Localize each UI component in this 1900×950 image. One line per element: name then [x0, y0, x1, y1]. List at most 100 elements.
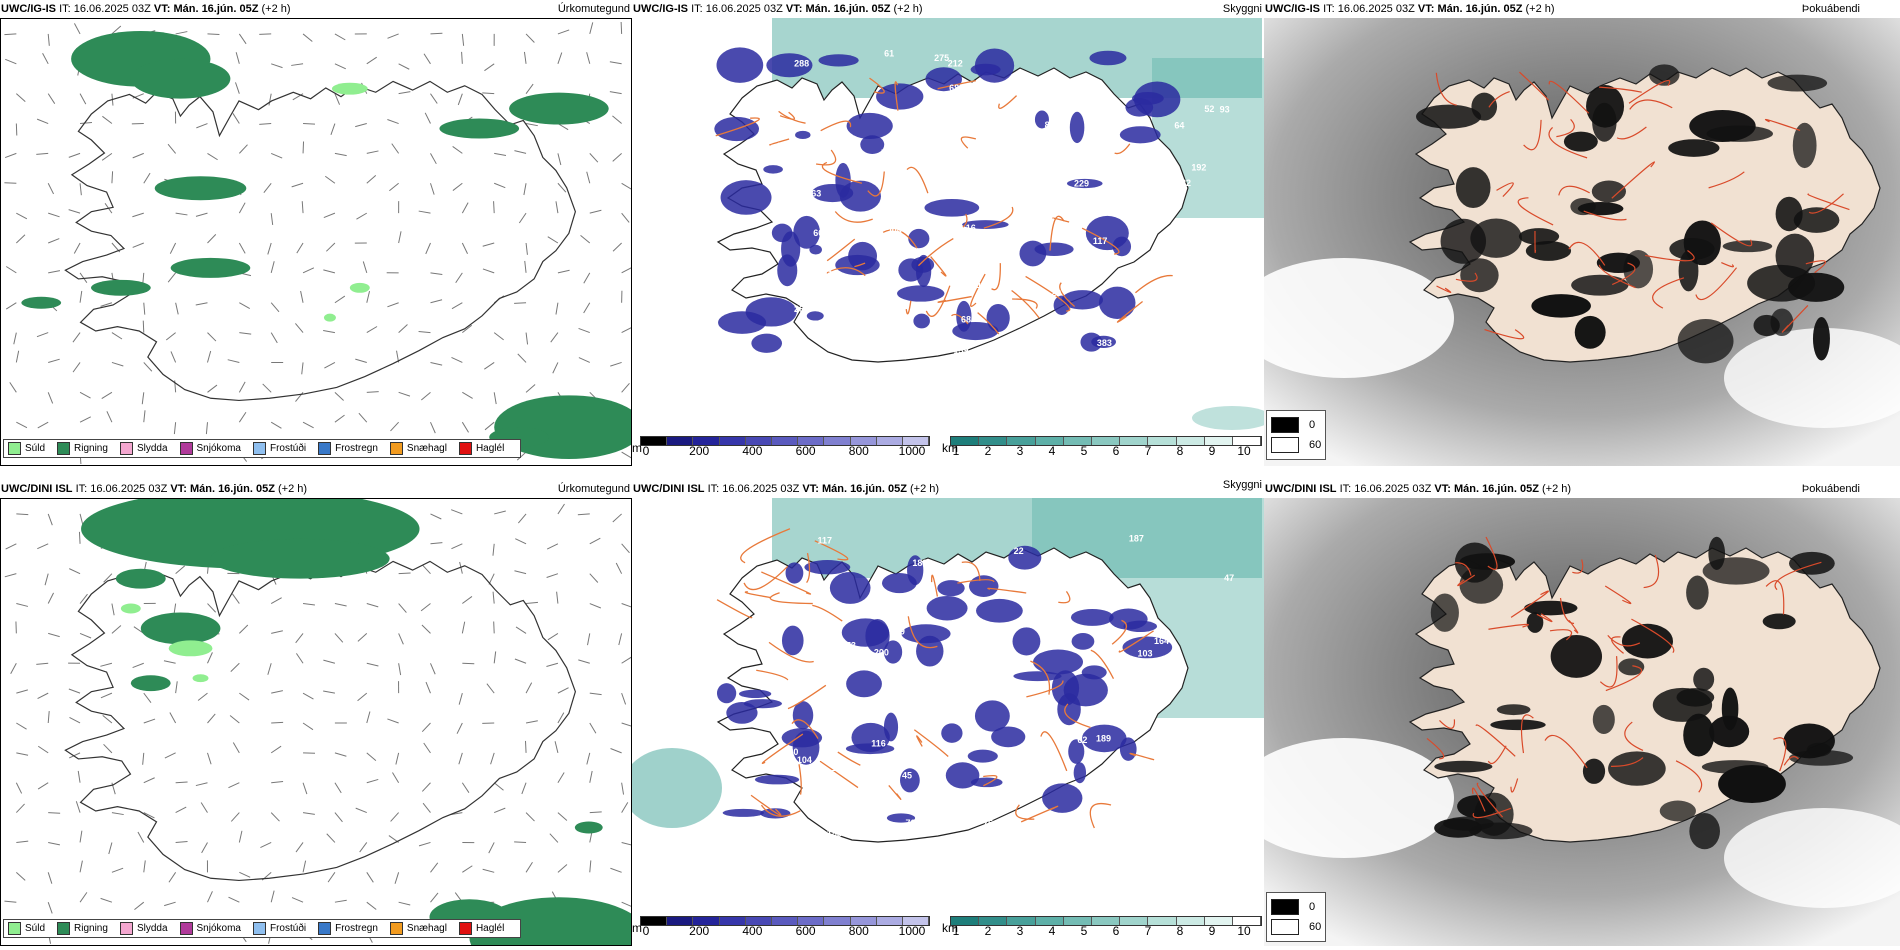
cloud-base-label: 163: [1137, 738, 1152, 748]
low-cloud-area: [881, 572, 917, 594]
colorbar-unit: m: [632, 441, 642, 455]
fog-area: [1416, 104, 1482, 129]
cloud-base-label: 16: [966, 223, 976, 233]
fog-area: [1747, 264, 1816, 302]
fog-area: [1582, 758, 1606, 784]
colorbar-bin: [1063, 917, 1092, 925]
colorbar-tick: 1: [952, 444, 960, 458]
fog-area: [1706, 125, 1773, 142]
cloud-base-label: 50: [1095, 599, 1105, 609]
cloud-base-label: 66: [813, 228, 823, 238]
low-cloud-area: [969, 575, 999, 598]
colorbar-bin: [745, 437, 772, 445]
cloud-base-label: 156: [1146, 312, 1161, 322]
low-cloud-area: [883, 640, 903, 664]
precip-type-map: [0, 18, 632, 466]
colorbar-tick: 2: [984, 924, 992, 938]
low-cloud-area: [1012, 627, 1041, 656]
low-cloud-area: [726, 701, 758, 724]
rain-area: [130, 675, 171, 692]
colorbar-tick: 10: [1237, 444, 1251, 458]
panel-header: UWC/DINI ISL IT: 16.06.2025 03Z VT: Mán.…: [0, 480, 632, 498]
legend-item: Haglél: [458, 922, 504, 935]
low-cloud-area: [860, 135, 885, 155]
low-cloud-area: [754, 774, 800, 785]
cloud-base-label: 64: [777, 141, 787, 151]
legend-item: Slydda: [119, 442, 168, 455]
colorbar-bin: [1035, 917, 1064, 925]
legend-label: Snæhagl: [406, 443, 447, 454]
cloud-base-label: 155: [866, 229, 881, 239]
legend-label: Rigning: [74, 923, 108, 934]
colorbar-bin: [641, 437, 668, 445]
cloud-base-label: 111: [819, 269, 833, 279]
low-cloud-area: [1081, 724, 1127, 753]
colorbar-tick: 1000: [898, 924, 926, 938]
cloud-base-label: 89: [972, 731, 982, 741]
colorbar-bin: [1007, 437, 1036, 445]
low-cloud-area: [806, 311, 824, 321]
fog-area: [1496, 704, 1531, 716]
colorbar-bin: [1176, 437, 1205, 445]
legend-swatch: [1271, 417, 1299, 433]
cloud-base-label: 164: [1154, 636, 1169, 646]
fog-panel-row1: UWC/IG-IS IT: 16.06.2025 03Z VT: Mán. 16…: [1264, 0, 1900, 466]
cloud-base-label: 95: [850, 142, 860, 152]
cloud-base-label: 97: [906, 187, 916, 197]
legend-swatch: [458, 442, 472, 455]
fog-area: [1669, 238, 1715, 260]
colorbar-bin: [1148, 437, 1177, 445]
low-cloud-area: [911, 256, 935, 273]
legend-swatch: [252, 922, 266, 935]
cloud-base-label: 204: [1160, 681, 1175, 691]
visibility-colorbar: km 1 2 3 4 5 6 7 8 9 10: [942, 916, 1264, 942]
legend-label: Slydda: [136, 923, 168, 934]
cloud-base-label: 179: [905, 349, 920, 359]
colorbar-bin: [771, 917, 799, 925]
fog-area: [1591, 180, 1626, 203]
legend-item: Súld: [8, 922, 45, 935]
colorbar-bin: [824, 437, 851, 445]
cloud-base-label: 57: [871, 831, 881, 841]
low-cloud-area: [1070, 608, 1114, 626]
cloud-base-label: 188: [912, 558, 927, 568]
cloud-base-label: 63: [811, 189, 821, 199]
rain-area: [91, 279, 151, 296]
colorbar-bin: [667, 437, 694, 445]
colorbar-tick: 600: [795, 924, 816, 938]
cloud-base-label: 75: [983, 818, 993, 828]
legend-label: Snjókoma: [196, 443, 241, 454]
colorbar-bin: [1120, 917, 1149, 925]
low-cloud-area: [876, 83, 924, 110]
colorbar-bin: [693, 917, 720, 925]
colorbar-strip: [640, 916, 930, 926]
colorbar-bin: [979, 917, 1008, 925]
colorbar-bin: [719, 917, 746, 925]
low-cloud-area: [829, 571, 871, 604]
colorbar-unit: m: [632, 921, 642, 935]
low-cloud-area: [926, 595, 968, 621]
low-cloud-area: [809, 244, 822, 255]
cloud-base-label: 89: [772, 210, 782, 220]
colorbar-bin: [1232, 917, 1262, 925]
colorbar-bin: [1007, 917, 1036, 925]
colorbar-tick: 800: [848, 444, 869, 458]
cloud-base-label: 182: [1176, 178, 1191, 188]
cloud-base-label: 53: [770, 654, 780, 664]
low-cloud-area: [945, 762, 980, 789]
fog-area: [1455, 167, 1491, 209]
cloud-base-label: 183: [827, 829, 842, 839]
legend-swatch: [389, 922, 403, 935]
cloud-base-visibility-map: 57 62 44 45 55 50 56 47 613 530 200 163 183 104 117 147…: [632, 498, 1264, 843]
fog-area: [1571, 274, 1629, 296]
low-cloud-area: [976, 598, 1023, 623]
colorbar-bin: [1091, 917, 1121, 925]
fog-area: [1443, 816, 1494, 831]
fog-area: [1621, 623, 1674, 659]
cloud-base-label: 62: [1077, 735, 1087, 745]
fog-area: [1586, 84, 1625, 128]
low-cloud-area: [1098, 286, 1136, 319]
low-cloud-area: [941, 723, 963, 743]
cloud-base-label: 192: [1191, 162, 1206, 172]
precip-panel-row1: UWC/IG-IS IT: 16.06.2025 03Z VT: Mán. 16…: [0, 0, 632, 466]
